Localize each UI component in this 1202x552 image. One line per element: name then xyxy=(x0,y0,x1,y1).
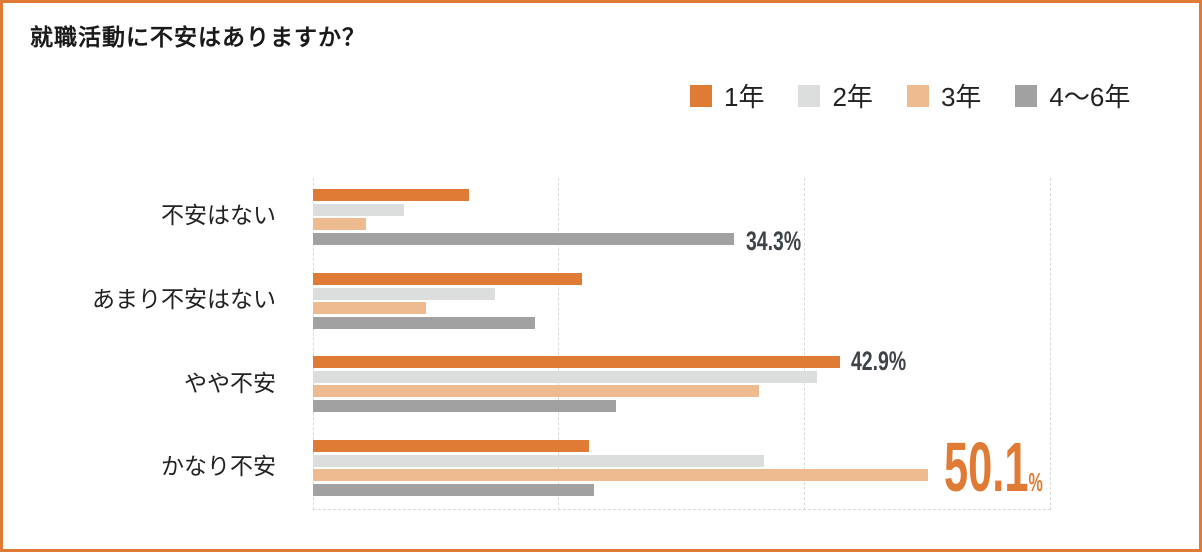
bar xyxy=(313,232,735,245)
bar xyxy=(313,316,536,329)
gridline-0 xyxy=(313,178,314,510)
bar xyxy=(313,399,617,412)
legend-swatch-year1 xyxy=(690,84,712,107)
bar xyxy=(313,273,582,285)
bar xyxy=(313,189,469,201)
category-label: 不安はない xyxy=(161,203,276,229)
category-label: かなり不安 xyxy=(161,454,276,480)
legend-label: 2年 xyxy=(832,82,873,112)
legend-item-year4-6: 4〜6年 xyxy=(1015,77,1130,114)
bar xyxy=(313,287,495,300)
bar xyxy=(313,483,595,496)
legend-item-year2: 2年 xyxy=(798,77,873,114)
legend-item-year3: 3年 xyxy=(906,77,982,114)
bar xyxy=(313,356,840,368)
legend-swatch-year3 xyxy=(906,84,929,107)
gridline-20 xyxy=(558,178,559,510)
legend-label: 4〜6年 xyxy=(1049,82,1131,112)
plot-area xyxy=(313,178,1051,510)
baseline xyxy=(313,509,1051,510)
bar xyxy=(313,385,759,397)
legend-swatch-year4-6 xyxy=(1015,84,1038,107)
legend-label: 1年 xyxy=(724,82,765,112)
gridline-60 xyxy=(1050,178,1051,510)
data-label-42-9: 42.9% xyxy=(851,346,907,376)
bar xyxy=(313,370,817,383)
legend-swatch-year2 xyxy=(798,84,821,107)
bar xyxy=(313,454,764,467)
bar xyxy=(313,302,426,314)
legend: 1年 2年 3年 4〜6年 xyxy=(690,77,1130,114)
legend-label: 3年 xyxy=(940,82,982,112)
data-label-number: 50.1 xyxy=(944,428,1029,506)
legend-item-year1: 1年 xyxy=(690,77,764,114)
chart-title: 就職活動に不安はありますか？ xyxy=(30,25,366,51)
category-label: あまり不安はない xyxy=(92,287,276,313)
bar xyxy=(313,218,366,230)
category-label: やや不安 xyxy=(184,371,276,397)
data-label-50-1: 50.1% xyxy=(944,432,1043,502)
data-label-34-3: 34.3% xyxy=(746,226,802,256)
bar xyxy=(313,469,929,481)
bar xyxy=(313,203,404,216)
data-label-unit: % xyxy=(1028,467,1043,497)
gridline-40 xyxy=(804,178,805,510)
bar xyxy=(313,440,590,452)
